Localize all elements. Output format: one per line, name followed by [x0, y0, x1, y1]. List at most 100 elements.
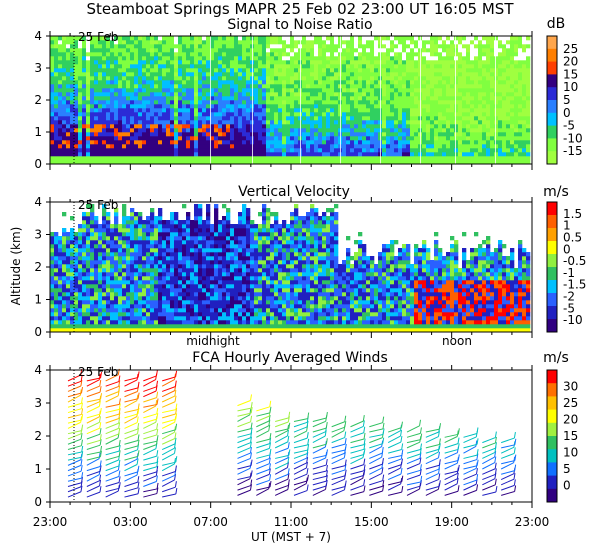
velocity-cell — [178, 288, 183, 293]
velocity-cell — [110, 292, 115, 297]
velocity-cell — [186, 228, 191, 233]
snr-cell — [358, 36, 363, 41]
velocity-cell — [94, 256, 99, 261]
snr-cell — [330, 144, 335, 149]
snr-cell — [122, 76, 127, 81]
snr-cell — [134, 64, 139, 69]
snr-cell — [466, 48, 471, 53]
snr-cell — [238, 68, 243, 73]
snr-cell — [62, 108, 67, 113]
snr-cell — [246, 88, 251, 93]
snr-cell — [310, 144, 315, 149]
velocity-cell — [170, 280, 175, 285]
velocity-cell — [154, 284, 159, 289]
snr-cell — [442, 84, 447, 89]
snr-cell — [98, 108, 103, 113]
snr-cell — [410, 148, 415, 153]
snr-cell — [290, 120, 295, 125]
snr-cell — [502, 136, 507, 141]
snr-cell — [510, 152, 515, 157]
snr-cell — [302, 64, 307, 69]
snr-cell — [142, 124, 147, 129]
velocity-cell — [126, 220, 131, 225]
snr-cell — [390, 104, 395, 109]
snr-cell — [226, 116, 231, 121]
snr-cell — [170, 120, 175, 125]
snr-cell — [126, 108, 131, 113]
snr-cell — [90, 128, 95, 133]
snr-cell — [194, 152, 199, 157]
snr-cell — [490, 100, 495, 105]
snr-cell — [526, 124, 531, 129]
velocity-cell — [126, 328, 131, 333]
velocity-cell — [74, 328, 79, 333]
velocity-cell — [102, 220, 107, 225]
snr-cell — [62, 116, 67, 121]
snr-cell — [358, 92, 363, 97]
snr-cell — [198, 80, 203, 85]
snr-cell — [218, 148, 223, 153]
snr-cell — [102, 88, 107, 93]
snr-cell — [374, 132, 379, 137]
snr-cell — [410, 68, 415, 73]
snr-cell — [430, 160, 435, 165]
snr-cell — [274, 72, 279, 77]
snr-cell — [442, 56, 447, 61]
velocity-cell — [170, 304, 175, 309]
snr-cell — [286, 120, 291, 125]
snr-cell — [474, 156, 479, 161]
snr-cell — [266, 40, 271, 45]
snr-cell — [362, 160, 367, 165]
snr-cell — [166, 36, 171, 41]
snr-cell — [398, 152, 403, 157]
snr-cell — [302, 68, 307, 73]
snr-cell — [186, 144, 191, 149]
snr-cell — [450, 68, 455, 73]
snr-cell — [178, 48, 183, 53]
snr-cell — [170, 52, 175, 57]
snr-cell — [350, 96, 355, 101]
snr-cell — [374, 108, 379, 113]
snr-cell — [342, 100, 347, 105]
snr-cell — [502, 92, 507, 97]
snr-cell — [278, 76, 283, 81]
snr-cell — [130, 84, 135, 89]
velocity-cell — [106, 244, 111, 249]
velocity-cell — [86, 320, 91, 325]
snr-cell — [430, 52, 435, 57]
velocity-cell — [74, 256, 79, 261]
snr-cell — [274, 120, 279, 125]
snr-cell — [350, 160, 355, 165]
velocity-cell — [186, 264, 191, 269]
snr-cell — [314, 104, 319, 109]
snr-cell — [166, 48, 171, 53]
snr-cell — [454, 124, 459, 129]
snr-cell — [126, 88, 131, 93]
snr-cell — [486, 100, 491, 105]
velocity-cell — [118, 304, 123, 309]
snr-cell — [282, 40, 287, 45]
snr-cell — [402, 120, 407, 125]
snr-cell — [522, 128, 527, 133]
snr-cell — [162, 48, 167, 53]
snr-cell — [314, 72, 319, 77]
velocity-cell — [150, 224, 155, 229]
snr-cell — [406, 136, 411, 141]
snr-cell — [406, 144, 411, 149]
snr-cell — [394, 156, 399, 161]
snr-cell — [310, 116, 315, 121]
snr-cell — [234, 132, 239, 137]
snr-cell — [422, 160, 427, 165]
snr-cell — [194, 120, 199, 125]
velocity-cell — [90, 292, 95, 297]
snr-cell — [78, 96, 83, 101]
snr-cell — [198, 56, 203, 61]
snr-cell — [326, 36, 331, 41]
snr-cell — [238, 96, 243, 101]
snr-cell — [82, 120, 87, 125]
snr-cell — [322, 144, 327, 149]
snr-cell — [518, 132, 523, 137]
velocity-cell — [74, 292, 79, 297]
velocity-cell — [126, 228, 131, 233]
velocity-cell — [86, 224, 91, 229]
